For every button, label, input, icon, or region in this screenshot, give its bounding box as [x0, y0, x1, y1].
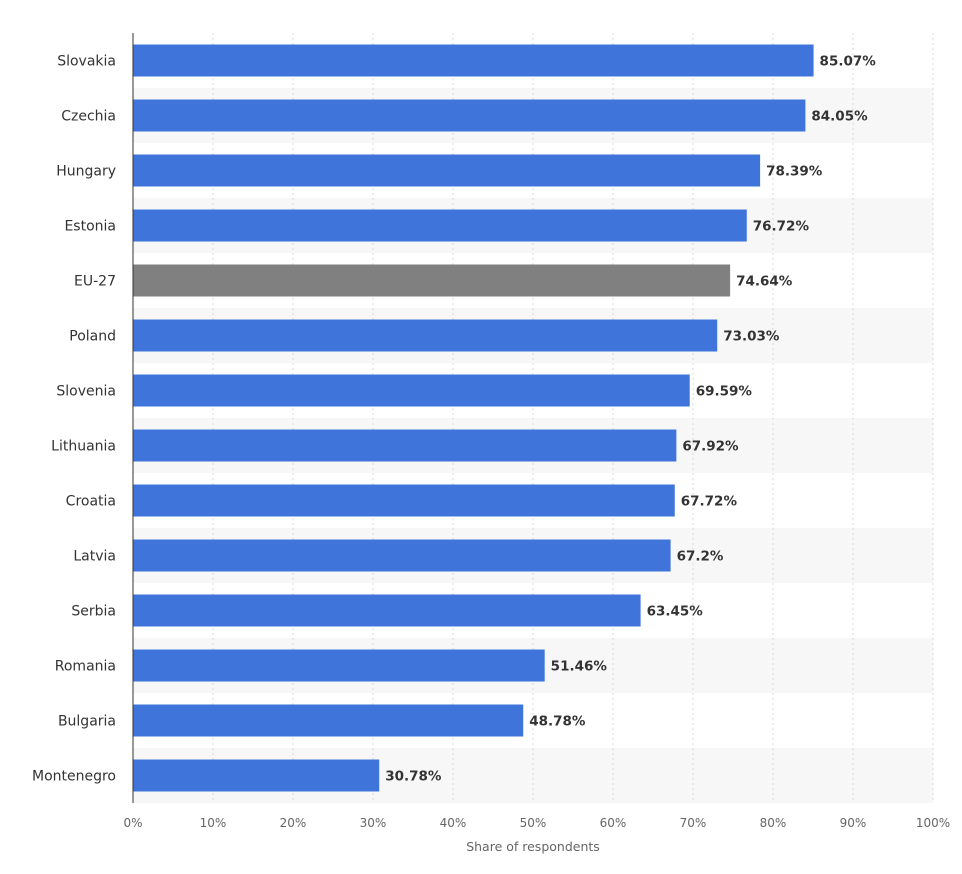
x-tick-label: 100% — [916, 816, 950, 830]
data-label: 73.03% — [723, 329, 780, 345]
category-label: Serbia — [71, 604, 116, 620]
category-label: Poland — [69, 329, 116, 345]
category-label: Czechia — [61, 109, 116, 125]
data-label: 69.59% — [696, 384, 753, 400]
x-tick-label: 60% — [600, 816, 627, 830]
category-labels: Slovakia Czechia Hungary Estonia EU-27 Poland… — [32, 54, 116, 785]
bar — [133, 484, 675, 517]
category-label: EU-27 — [74, 274, 116, 290]
category-label: Montenegro — [32, 769, 116, 785]
data-label: 63.45% — [647, 604, 704, 620]
category-label: Bulgaria — [58, 714, 116, 730]
data-label: 51.46% — [551, 659, 608, 675]
category-label: Estonia — [64, 219, 116, 235]
bar — [133, 594, 641, 627]
category-label: Slovakia — [57, 54, 116, 70]
category-label: Lithuania — [51, 439, 116, 455]
data-label: 67.92% — [682, 439, 739, 455]
bar — [133, 704, 524, 737]
bar — [133, 99, 806, 132]
bar — [133, 319, 718, 352]
category-label: Slovenia — [56, 384, 116, 400]
bar — [133, 429, 677, 462]
category-label: Latvia — [73, 549, 116, 565]
bar — [133, 539, 671, 572]
data-label: 48.78% — [529, 714, 586, 730]
x-tick-label: 10% — [200, 816, 227, 830]
bar — [133, 44, 814, 77]
x-tick-label: 0% — [123, 816, 142, 830]
bar — [133, 759, 380, 792]
data-label: 85.07% — [820, 54, 877, 70]
value-labels: 85.07% 84.05% 78.39% 76.72% 74.64% 73.03% 69.5… — [385, 54, 876, 785]
data-label: 30.78% — [385, 769, 442, 785]
category-label: Croatia — [66, 494, 116, 510]
bar — [133, 154, 761, 187]
bar — [133, 209, 747, 242]
bar — [133, 649, 545, 682]
x-axis-title: Share of respondents — [466, 839, 600, 854]
x-tick-label: 30% — [360, 816, 387, 830]
data-label: 78.39% — [766, 164, 823, 180]
bar — [133, 264, 731, 297]
x-tick-label: 20% — [280, 816, 307, 830]
x-tick-label: 70% — [680, 816, 707, 830]
x-tick-labels: 0% 10% 20% 30% 40% 50% 60% 70% 80% 90% 100% — [123, 816, 950, 830]
data-label: 74.64% — [736, 274, 793, 290]
data-label: 84.05% — [811, 109, 868, 125]
x-tick-label: 40% — [440, 816, 467, 830]
data-label: 67.2% — [677, 549, 724, 565]
data-label: 76.72% — [753, 219, 810, 235]
x-tick-label: 80% — [760, 816, 787, 830]
bar — [133, 374, 690, 407]
category-label: Romania — [55, 659, 116, 675]
category-label: Hungary — [56, 164, 116, 180]
data-label: 67.72% — [681, 494, 738, 510]
x-tick-label: 50% — [520, 816, 547, 830]
x-tick-label: 90% — [840, 816, 867, 830]
bars — [133, 44, 814, 792]
